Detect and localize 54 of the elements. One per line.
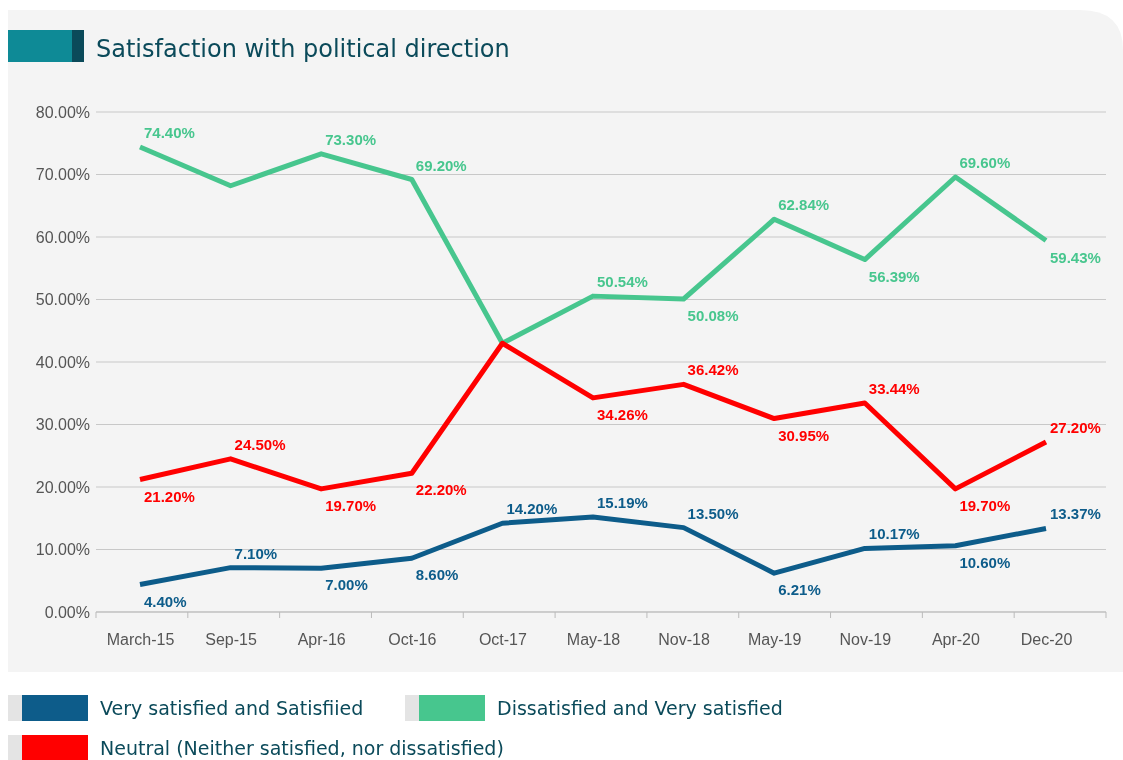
- x-tick-label: Apr-20: [931, 631, 981, 649]
- y-tick-label: 20.00%: [35, 478, 90, 496]
- legend-label: Dissatisfied and Very satisfied: [497, 697, 783, 719]
- data-label: 7.10%: [234, 544, 278, 562]
- y-tick-label: 40.00%: [35, 353, 90, 371]
- data-label: 33.44%: [868, 380, 920, 397]
- data-label: 27.20%: [1050, 419, 1101, 436]
- data-label: 36.42%: [687, 361, 739, 379]
- data-label: 19.70%: [959, 496, 1011, 514]
- data-label: 13.37%: [1050, 505, 1101, 523]
- y-tick-label: 80.00%: [35, 103, 90, 121]
- y-tick-label: 30.00%: [35, 416, 90, 434]
- y-tick-label: 60.00%: [35, 228, 90, 246]
- x-tick-label: May-19: [748, 631, 802, 649]
- data-label: 21.20%: [144, 487, 195, 505]
- legend-label: Very satisfied and Satisfiied: [100, 697, 364, 719]
- x-tick-label: March-15: [106, 631, 175, 649]
- data-label: 10.17%: [868, 525, 920, 543]
- y-tick-label: 0.00%: [44, 603, 90, 621]
- data-label: 10.60%: [959, 553, 1011, 571]
- data-label: 69.60%: [959, 154, 1011, 171]
- y-tick-label: 10.00%: [35, 541, 90, 559]
- data-label: 34.26%: [597, 405, 648, 423]
- data-label: 19.70%: [325, 496, 377, 514]
- legend-label: Neutral (Neither satisfied, nor dissatisfied): [100, 737, 504, 759]
- x-tick-label: Dec-20: [1020, 631, 1073, 649]
- data-label: 74.40%: [144, 124, 195, 141]
- x-tick-label: Nov-19: [839, 631, 892, 649]
- x-tick-label: Apr-16: [297, 631, 346, 649]
- x-tick-label: Oct-17: [478, 631, 528, 649]
- chart-title: Satisfaction with political direction: [96, 35, 510, 63]
- data-label: 73.30%: [325, 130, 377, 148]
- data-label: 62.84%: [778, 196, 830, 214]
- data-label: 59.43%: [1050, 248, 1101, 266]
- data-label: 13.50%: [687, 504, 739, 522]
- data-label: 56.39%: [868, 267, 920, 285]
- data-label: 50.54%: [597, 273, 648, 291]
- x-tick-label: May-18: [566, 631, 621, 649]
- y-tick-label: 50.00%: [35, 291, 90, 309]
- data-label: 24.50%: [234, 435, 286, 453]
- data-label: 4.40%: [144, 592, 187, 610]
- data-label: 8.60%: [415, 566, 459, 584]
- x-tick-label: Sep-15: [205, 631, 257, 649]
- data-label: 22.20%: [415, 481, 467, 499]
- data-label: 69.20%: [415, 156, 467, 174]
- x-tick-label: Nov-18: [658, 631, 710, 649]
- data-label: 15.19%: [597, 494, 648, 512]
- data-label: 30.95%: [778, 426, 830, 444]
- x-tick-label: Oct-16: [388, 631, 437, 649]
- data-label: 6.21%: [778, 581, 821, 599]
- data-label: 14.20%: [506, 500, 558, 518]
- y-tick-label: 70.00%: [35, 166, 90, 184]
- data-label: 50.08%: [687, 307, 739, 324]
- data-label: 7.00%: [325, 576, 368, 594]
